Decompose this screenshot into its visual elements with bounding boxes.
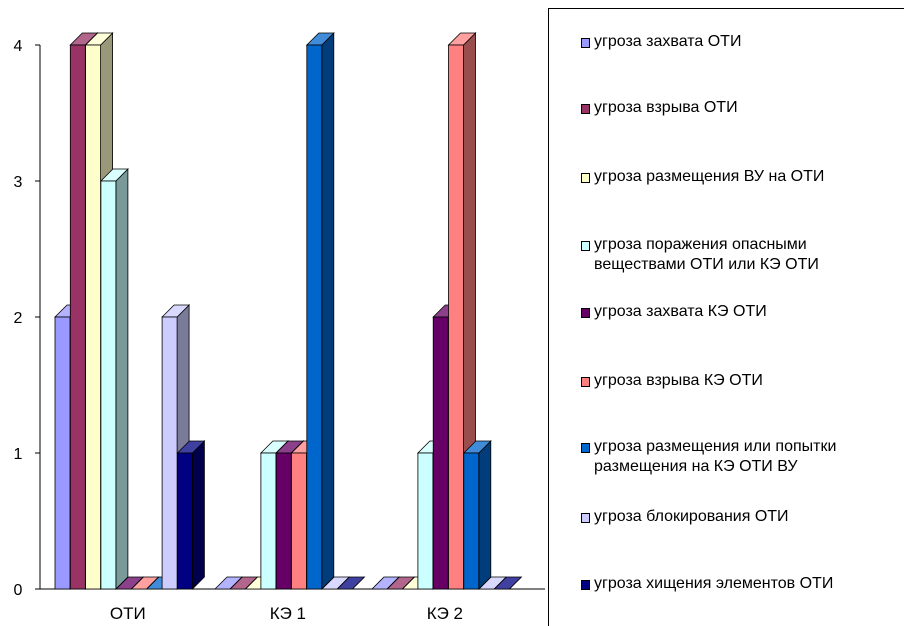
y-tick-label: 2 [14, 310, 23, 327]
legend-swatch [581, 580, 590, 590]
bar-front [417, 452, 434, 590]
bar-front [69, 44, 86, 590]
bar [462, 440, 492, 590]
bar [99, 168, 129, 590]
legend-item: угроза блокирования ОТИ [581, 507, 789, 527]
legend-item: угроза взрыва КЭ ОТИ [581, 371, 763, 391]
bar-side [115, 168, 129, 590]
legend-swatch [581, 513, 590, 523]
bar-side [191, 440, 205, 590]
bar-front [291, 452, 307, 590]
bar-chart: 0 1 2 3 4 ОТИ КЭ 1 КЭ 2 [14, 32, 545, 623]
legend-swatch [581, 377, 590, 387]
legend-swatch [581, 38, 590, 48]
bar-front [161, 316, 178, 590]
legend-swatch [581, 104, 590, 114]
legend-label: угроза блокирования ОТИ [594, 508, 789, 525]
legend-label: угроза размещения или попытки размещения… [594, 438, 837, 475]
bar-front [260, 452, 277, 590]
bar [305, 32, 335, 590]
legend-item: угроза хищения элементов ОТИ [581, 574, 833, 594]
legend-label: угроза поражения опасными веществами ОТИ… [594, 236, 819, 273]
bar-front [176, 452, 193, 590]
legend-swatch [581, 173, 590, 183]
bar-front [306, 44, 323, 590]
legend-item: угроза захвата ОТИ [581, 32, 741, 52]
legend-label: угроза захвата ОТИ [594, 33, 742, 50]
bar-front [448, 44, 464, 590]
legend-label: угроза взрыва КЭ ОТИ [594, 372, 763, 389]
legend-label: угроза взрыва ОТИ [594, 99, 738, 116]
legend-swatch [581, 241, 590, 251]
bar-front [85, 44, 101, 590]
chart-legend: угроза захвата ОТИ угроза взрыва ОТИ угр… [548, 8, 904, 626]
legend-item: угроза размещения ВУ на ОТИ [581, 167, 824, 187]
bar-front [432, 316, 449, 590]
legend-item: угроза поражения опасными веществами ОТИ… [581, 235, 819, 275]
legend-label: угроза хищения элементов ОТИ [594, 575, 834, 592]
bar-side [478, 440, 492, 590]
x-tick-label: КЭ 1 [270, 604, 306, 623]
legend-swatch [581, 308, 590, 318]
y-tick-label: 3 [14, 174, 23, 191]
bar-top [493, 576, 523, 590]
legend-label: угроза размещения ВУ на ОТИ [594, 168, 825, 185]
bar-front [463, 452, 480, 590]
bar-front [54, 316, 71, 590]
legend-label: угроза захвата КЭ ОТИ [594, 303, 767, 320]
x-tick-label: КЭ 2 [427, 604, 463, 623]
legend-item: угроза взрыва ОТИ [581, 98, 738, 118]
y-tick-label: 4 [14, 38, 23, 55]
bar-front [100, 180, 117, 590]
bar-side [321, 32, 335, 590]
bar [336, 576, 366, 590]
bar [493, 576, 523, 590]
legend-item: угроза размещения или попытки размещения… [581, 437, 836, 477]
y-tick-label: 0 [14, 582, 23, 599]
bar-top [336, 576, 366, 590]
bar [176, 440, 206, 590]
bar-front [275, 452, 292, 590]
legend-item: угроза захвата КЭ ОТИ [581, 302, 767, 322]
legend-swatch [581, 443, 590, 453]
y-tick-label: 1 [14, 446, 23, 463]
x-tick-label: ОТИ [110, 604, 146, 623]
